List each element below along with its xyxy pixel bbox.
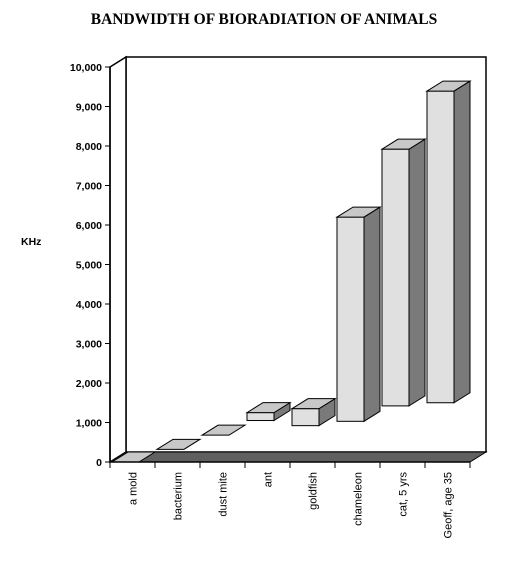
y-tick-label: 2,000 bbox=[76, 378, 102, 390]
y-tick-label: 5,000 bbox=[76, 260, 102, 272]
bar-top bbox=[290, 398, 337, 410]
bar-bacterium bbox=[155, 438, 202, 450]
bar-side bbox=[453, 80, 471, 404]
chart-title: BANDWIDTH OF BIORADIATION OF ANIMALS bbox=[91, 11, 438, 28]
bar-chameleon bbox=[335, 206, 382, 423]
y-tick-label: 10,000 bbox=[70, 62, 102, 74]
bar-front bbox=[291, 408, 320, 427]
y-tick-label: 1,000 bbox=[76, 418, 102, 430]
x-tick-label: chameleon bbox=[353, 472, 365, 526]
y-tick-label: 4,000 bbox=[76, 299, 102, 311]
bar-front bbox=[336, 216, 365, 422]
bar-side bbox=[363, 206, 381, 423]
y-tick-label: 0 bbox=[96, 457, 102, 469]
bar-geoff-age-35 bbox=[425, 80, 472, 404]
bar-top bbox=[245, 402, 292, 414]
bar-top bbox=[200, 424, 247, 436]
chart-floor bbox=[108, 451, 488, 463]
y-tick-label: 3,000 bbox=[76, 339, 102, 351]
x-axis: a mold bacterium dust mite ant goldfish chame… bbox=[109, 461, 471, 538]
x-tick-label: Geoff, age 35 bbox=[443, 472, 455, 538]
x-tick-label: bacterium bbox=[173, 472, 185, 520]
bar-ant bbox=[245, 401, 292, 422]
x-tick-label: a mold bbox=[128, 472, 140, 505]
bar-top bbox=[155, 438, 202, 450]
bar-front bbox=[381, 148, 410, 407]
bar-goldfish bbox=[290, 397, 337, 427]
x-tick-label: dust mite bbox=[218, 472, 230, 517]
bar-dust-mite bbox=[200, 424, 247, 436]
left-wall bbox=[109, 55, 127, 464]
x-tick-label: ant bbox=[263, 472, 275, 487]
bar-side bbox=[408, 138, 426, 407]
bar-front bbox=[246, 412, 275, 422]
floor-plane bbox=[108, 451, 488, 463]
bar-top bbox=[335, 206, 382, 218]
bar-front bbox=[426, 90, 455, 404]
x-tick-label: goldfish bbox=[308, 472, 320, 510]
y-axis: 0 1,000 2,000 3,000 4,000 5,000 6,000 7,000 8,00… bbox=[70, 62, 111, 469]
y-tick-label: 8,000 bbox=[76, 141, 102, 153]
bar-top bbox=[425, 80, 472, 92]
y-axis-label: KHz bbox=[21, 236, 41, 248]
y-tick-label: 9,000 bbox=[76, 102, 102, 114]
y-tick-label: 7,000 bbox=[76, 181, 102, 193]
bar-cat-5-yrs bbox=[380, 138, 427, 407]
bar-top bbox=[380, 138, 427, 150]
y-tick-label: 6,000 bbox=[76, 220, 102, 232]
bars bbox=[110, 80, 472, 463]
x-tick-label: cat, 5 yrs bbox=[398, 472, 410, 517]
